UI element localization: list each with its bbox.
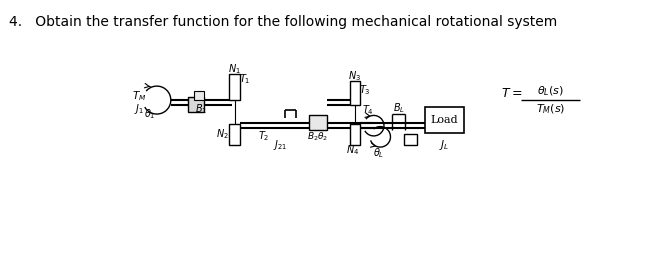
Text: $\theta_L(s)$: $\theta_L(s)$	[537, 84, 564, 98]
Text: $T=$: $T=$	[501, 87, 522, 100]
Text: $N_4$: $N_4$	[346, 143, 359, 157]
Text: $B_L$: $B_L$	[393, 102, 405, 115]
Bar	[425, 106, 464, 133]
Text: $T_M$: $T_M$	[132, 89, 146, 103]
Text: $J_1$: $J_1$	[134, 102, 144, 116]
Text: $T_3$: $T_3$	[359, 83, 371, 97]
Text: 4.   Obtain the transfer function for the following mechanical rotational system: 4. Obtain the transfer function for the …	[9, 15, 557, 29]
Text: $T_M(s)$: $T_M(s)$	[536, 103, 565, 116]
Bar	[230, 74, 240, 100]
Text: $J_L$: $J_L$	[440, 138, 449, 152]
Bar	[187, 97, 205, 112]
Bar	[404, 134, 416, 145]
Text: $T_4$: $T_4$	[362, 103, 374, 117]
Text: $N_3$: $N_3$	[348, 69, 361, 83]
Text: $T_2$: $T_2$	[258, 130, 269, 143]
Bar	[308, 115, 327, 130]
Text: $N_2$: $N_2$	[216, 127, 228, 141]
Bar	[230, 124, 240, 145]
Bar	[350, 124, 359, 145]
Text: $B_1$: $B_1$	[195, 102, 208, 116]
Text: $N_1$: $N_1$	[228, 62, 240, 76]
Text: $J_{21}$: $J_{21}$	[273, 138, 288, 152]
Bar	[194, 91, 205, 100]
Text: $\theta_1$: $\theta_1$	[144, 107, 155, 121]
Text: $\theta_L$: $\theta_L$	[373, 146, 384, 159]
Bar	[350, 81, 359, 105]
Text: $T_1$: $T_1$	[240, 72, 251, 86]
Text: Load: Load	[431, 115, 458, 125]
Text: $B_2\theta_2$: $B_2\theta_2$	[307, 130, 328, 143]
